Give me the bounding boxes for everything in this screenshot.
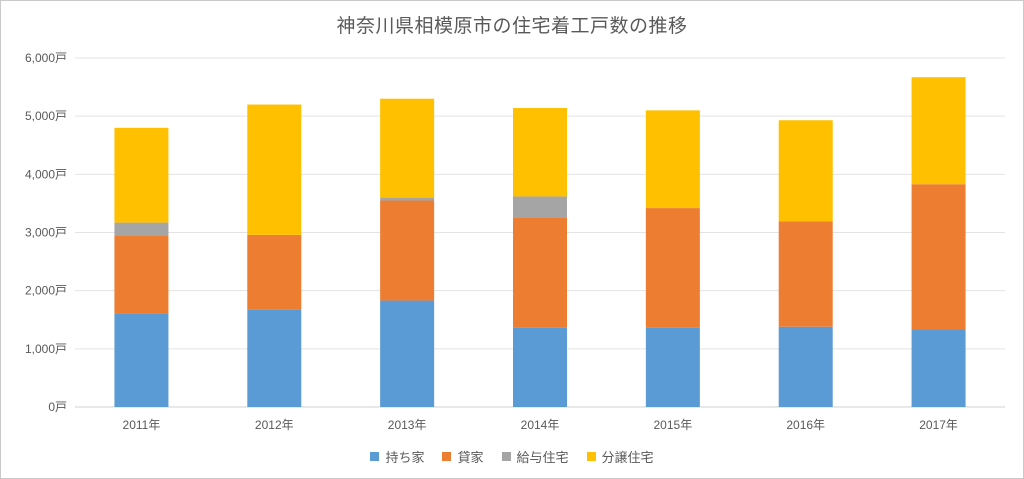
bar-segment-給与住宅-2011年 [114, 222, 169, 236]
bar-segment-分譲住宅-2013年 [380, 98, 435, 198]
bar-segment-貸家-2014年 [513, 217, 567, 328]
legend-swatch [501, 452, 511, 461]
x-tick-label: 2012年 [255, 418, 294, 432]
y-tick-label: 5,000戸 [25, 109, 67, 123]
y-tick-label: 2,000戸 [25, 284, 67, 298]
y-tick-label: 1,000戸 [25, 342, 67, 356]
bar-segment-分譲住宅-2014年 [513, 108, 567, 197]
bar-segment-持ち家-2011年 [114, 313, 169, 407]
bar-segment-分譲住宅-2011年 [114, 127, 169, 223]
chart-title: 神奈川県相模原市の住宅着工戸数の推移 [336, 15, 688, 37]
bar-segment-貸家-2012年 [247, 234, 302, 310]
x-tick-label: 2016年 [786, 418, 825, 432]
bar-segment-貸家-2013年 [380, 200, 435, 301]
bar-segment-分譲住宅-2012年 [247, 104, 302, 235]
bar-segment-持ち家-2015年 [645, 327, 700, 407]
legend-swatch [442, 452, 452, 461]
y-tick-label: 3,000戸 [25, 226, 67, 240]
bar-segment-持ち家-2012年 [247, 309, 302, 407]
legend-label: 分譲住宅 [601, 451, 654, 466]
x-tick-label: 2013年 [388, 418, 427, 432]
legend-label: 給与住宅 [516, 451, 569, 466]
x-tick-label: 2014年 [521, 418, 560, 432]
x-tick-label: 2017年 [919, 418, 958, 432]
y-tick-label: 4,000戸 [25, 167, 67, 181]
bar-segment-分譲住宅-2015年 [645, 110, 700, 209]
y-tick-label: 0戸 [48, 400, 67, 414]
legend-item: 貸家 [442, 447, 484, 466]
legend-swatch [586, 452, 596, 461]
bar-segment-持ち家-2013年 [380, 300, 435, 407]
bar-segment-分譲住宅-2017年 [911, 77, 966, 185]
bar-segment-持ち家-2014年 [513, 327, 567, 407]
y-tick-label: 6,000戸 [25, 51, 67, 65]
legend-swatch [370, 452, 380, 461]
chart-legend: 持ち家 貸家 給与住宅 分譲住宅 [0, 447, 1024, 466]
bar-segment-給与住宅-2013年 [380, 197, 435, 201]
bar-segment-貸家-2015年 [645, 208, 700, 328]
bar-segment-持ち家-2016年 [778, 326, 833, 407]
bar-segment-貸家-2016年 [778, 221, 833, 327]
bar-segment-持ち家-2017年 [911, 329, 966, 407]
legend-item: 給与住宅 [501, 447, 569, 466]
bar-segment-貸家-2011年 [114, 235, 169, 314]
bar-segment-分譲住宅-2016年 [778, 120, 833, 222]
x-tick-label: 2011年 [123, 418, 161, 432]
bar-segment-給与住宅-2014年 [513, 196, 567, 218]
legend-label: 持ち家 [385, 451, 425, 466]
legend-item: 持ち家 [370, 447, 424, 466]
legend-label: 貸家 [457, 451, 484, 466]
x-tick-label: 2015年 [654, 418, 693, 432]
legend-item: 分譲住宅 [586, 447, 654, 466]
bar-segment-貸家-2017年 [911, 184, 966, 330]
